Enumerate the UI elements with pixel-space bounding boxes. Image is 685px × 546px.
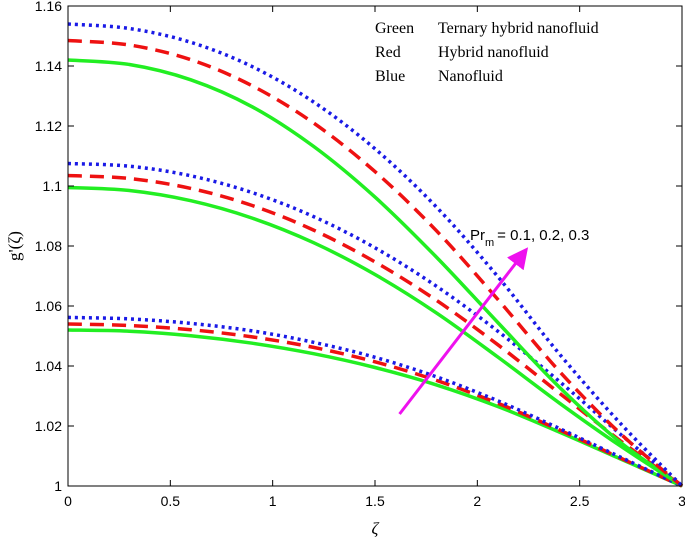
annotation-subscript: m (485, 237, 494, 249)
x-axis-label: ζ (372, 519, 380, 538)
legend: Green Ternary hybrid nanofluid Red Hybri… (375, 20, 599, 85)
series-line-3-green (67, 185, 683, 488)
series-layer (67, 22, 684, 488)
legend-entry-2-color-name: Blue (375, 68, 405, 85)
y-tick-label: 1.1 (43, 178, 63, 194)
legend-entry-1-color-name: Red (375, 44, 401, 61)
x-tick-label: 3 (678, 493, 685, 509)
y-tick-label: 1.16 (35, 0, 62, 14)
ticks-layer: 0 0.5 1 1.5 2 2.5 3 1 1.02 1.04 1.06 1.08 1.1 1.12 1.1… (35, 0, 685, 509)
x-tick-label: 0 (64, 493, 72, 509)
y-tick-label: 1.14 (35, 58, 62, 74)
y-tick-label: 1.02 (35, 418, 62, 434)
annotation-base: Pr (470, 227, 485, 244)
annotation-values: = 0.1, 0.2, 0.3 (497, 227, 589, 244)
y-tick-label: 1.12 (35, 118, 62, 134)
legend-entry-0-description: Ternary hybrid nanofluid (438, 20, 599, 37)
y-tick-label: 1.08 (35, 238, 62, 254)
x-tick-label: 1.5 (365, 493, 385, 509)
annotation-arrow (398, 247, 529, 415)
x-tick-label: 2.5 (570, 493, 590, 509)
series-line-1-red (67, 322, 683, 488)
x-tick-label: 1 (269, 493, 277, 509)
series-line-8-blue (67, 22, 684, 488)
x-tick-label: 0.5 (161, 493, 181, 509)
series-line-2-blue (67, 315, 683, 488)
y-axis-label: g'(ζ) (5, 231, 24, 261)
annotation: Prm = 0.1, 0.2, 0.3 (398, 227, 589, 415)
legend-entry-1-description: Hybrid nanofluid (438, 44, 549, 61)
series-line-7-red (67, 38, 684, 488)
y-tick-label: 1.06 (35, 298, 62, 314)
y-tick-label: 1.04 (35, 358, 62, 374)
y-tick-label: 1 (54, 478, 62, 494)
annotation-label: Prm = 0.1, 0.2, 0.3 (470, 227, 589, 249)
legend-entry-0-color-name: Green (375, 20, 414, 37)
series-line-6-green (67, 58, 684, 488)
series-line-5-blue (67, 161, 684, 488)
x-tick-label: 2 (473, 493, 481, 509)
legend-entry-2-description: Nanofluid (438, 68, 503, 85)
